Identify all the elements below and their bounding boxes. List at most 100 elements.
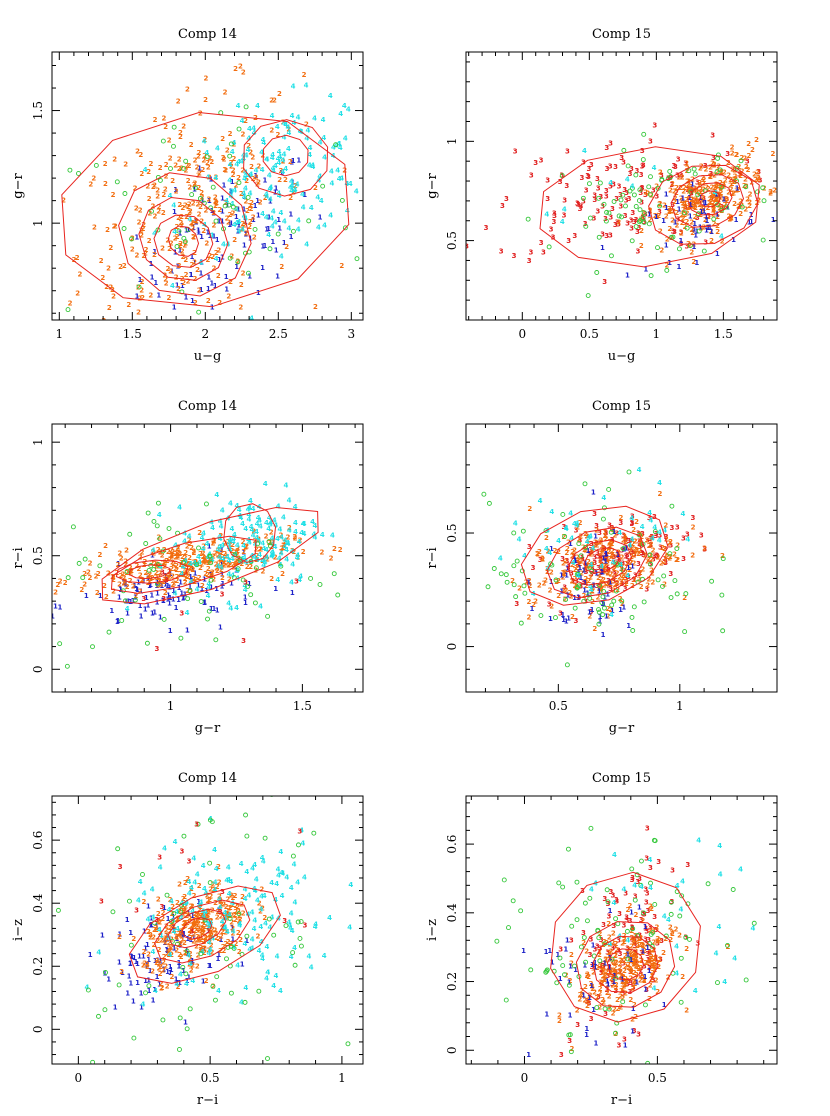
data-point (345, 1041, 351, 1047)
data-point: 3 (623, 585, 628, 593)
data-point (236, 126, 242, 132)
data-point: 3 (758, 176, 763, 184)
data-point: 1 (291, 157, 296, 165)
data-point: 1 (106, 976, 111, 984)
data-point: 2 (699, 196, 704, 204)
data-point: 2 (138, 554, 143, 562)
data-point: 3 (646, 956, 651, 964)
data-point (335, 592, 341, 598)
data-point: 2 (147, 570, 152, 578)
data-point: 2 (175, 233, 180, 241)
data-point: 4 (278, 848, 283, 856)
data-point: 3 (652, 913, 657, 921)
data-point: 4 (183, 900, 188, 908)
data-point: 2 (288, 158, 293, 166)
data-point: 2 (609, 975, 614, 983)
data-point (739, 204, 745, 210)
data-point: 1 (207, 197, 212, 205)
data-point: 2 (217, 896, 222, 904)
data-point: 3 (709, 194, 714, 202)
data-point: 2 (107, 304, 112, 312)
data-point (154, 523, 160, 529)
data-point (641, 131, 647, 137)
data-point: 3 (187, 858, 192, 866)
data-point: 2 (291, 189, 296, 197)
data-point: 2 (140, 576, 145, 584)
data-point: 1 (243, 594, 248, 602)
data-point (227, 255, 233, 261)
data-point (575, 571, 581, 577)
data-point: 2 (218, 532, 223, 540)
data-point: 2 (692, 186, 697, 194)
data-point: 3 (241, 637, 246, 645)
density-contour (546, 526, 648, 599)
data-point: 2 (112, 336, 117, 344)
data-point: 3 (484, 224, 489, 232)
data-point: 4 (657, 537, 662, 545)
data-point: 4 (647, 856, 652, 864)
data-point: 4 (279, 209, 284, 217)
data-point: 2 (155, 186, 160, 194)
data-point: 1 (148, 922, 153, 930)
data-point: 4 (252, 917, 257, 925)
data-point: 1 (215, 607, 220, 615)
data-point: 2 (196, 912, 201, 920)
data-point: 2 (664, 212, 669, 220)
data-point: 3 (694, 198, 699, 206)
data-point: 3 (604, 553, 609, 561)
data-point: 2 (221, 558, 226, 566)
data-point (97, 563, 103, 569)
data-point: 2 (154, 924, 159, 932)
data-point: 2 (590, 561, 595, 569)
data-point: 4 (556, 537, 561, 545)
data-point: 2 (597, 585, 602, 593)
data-point: 2 (667, 539, 672, 547)
data-point (576, 583, 582, 589)
data-point: 4 (240, 520, 245, 528)
data-point: 4 (231, 538, 236, 546)
data-point: 2 (157, 577, 162, 585)
data-point: 2 (598, 557, 603, 565)
data-point: 2 (692, 184, 697, 192)
data-point: 2 (228, 278, 233, 286)
data-point (501, 877, 507, 883)
data-point: 1 (564, 618, 569, 626)
data-point: 3 (664, 533, 669, 541)
data-point: 2 (196, 937, 201, 945)
data-point: 2 (147, 195, 152, 203)
data-point: 2 (255, 181, 260, 189)
data-point (568, 1049, 574, 1055)
data-point: 2 (668, 538, 673, 546)
data-point: 4 (264, 519, 269, 527)
data-point: 2 (193, 558, 198, 566)
data-point: 4 (96, 948, 101, 956)
data-point: 3 (671, 227, 676, 235)
data-point: 4 (221, 241, 226, 249)
data-point: 2 (614, 984, 619, 992)
data-point: 2 (210, 569, 215, 577)
data-point: 2 (651, 547, 656, 555)
data-point (306, 218, 312, 224)
data-point: 4 (243, 886, 248, 894)
data-point: 1 (550, 958, 555, 966)
data-point: 2 (602, 562, 607, 570)
data-point (664, 267, 670, 273)
data-point: 3 (644, 854, 649, 862)
data-point: 4 (321, 116, 326, 124)
data-point: 4 (338, 110, 343, 118)
data-point: 4 (214, 865, 219, 873)
data-point: 2 (719, 168, 724, 176)
data-point: 4 (307, 161, 312, 169)
data-point: 2 (579, 558, 584, 566)
data-point: 2 (248, 202, 253, 210)
data-point: 3 (640, 550, 645, 558)
data-point: 4 (317, 173, 322, 181)
data-point: 2 (209, 917, 214, 925)
data-point: 2 (329, 554, 334, 562)
data-point: 3 (595, 175, 600, 183)
data-point: 2 (87, 574, 92, 582)
data-point: 2 (684, 218, 689, 226)
data-point: 2 (235, 903, 240, 911)
x-tick-label: 1 (676, 699, 684, 713)
data-point: 4 (257, 551, 262, 559)
